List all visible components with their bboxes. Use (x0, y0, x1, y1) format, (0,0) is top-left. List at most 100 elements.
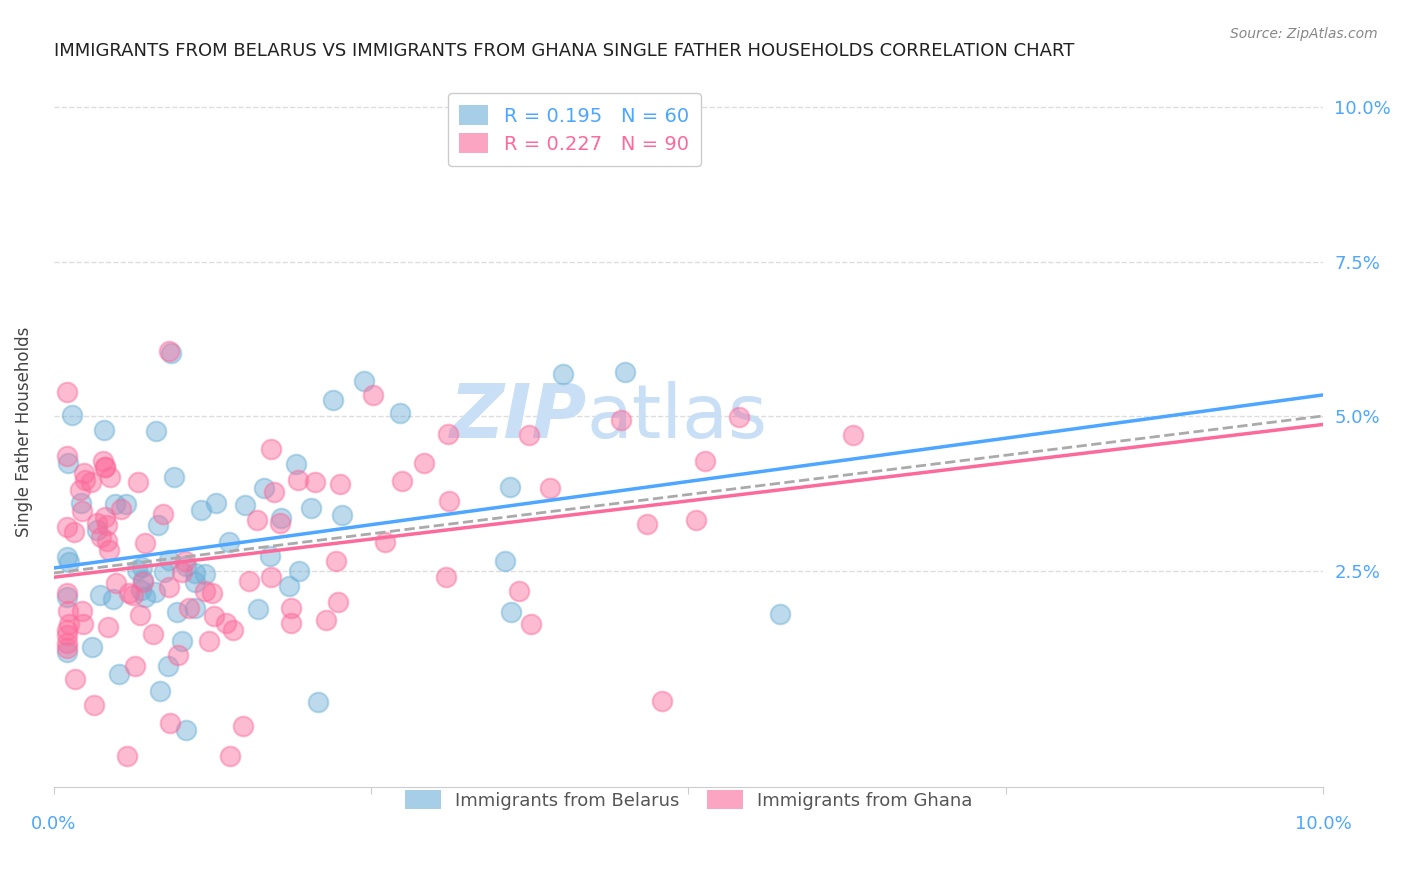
Point (727, 410, 749, 425)
Point (125, 563, 148, 577)
Point (519, 428, 541, 442)
Point (278, 579, 301, 593)
Point (287, 564, 309, 578)
Point (269, 516, 291, 530)
Point (159, 716, 181, 731)
Point (134, 590, 156, 604)
Legend: Immigrants from Belarus, Immigrants from Ghana: Immigrants from Belarus, Immigrants from… (394, 780, 983, 821)
Point (98, 470, 121, 484)
Point (538, 481, 561, 495)
Point (235, 499, 257, 513)
Point (174, 554, 197, 568)
Point (330, 508, 353, 522)
Point (184, 600, 207, 615)
Point (167, 648, 190, 662)
Point (202, 609, 225, 624)
Point (636, 516, 658, 531)
Point (434, 569, 457, 583)
Point (693, 454, 716, 468)
Point (172, 634, 194, 648)
Point (221, 623, 243, 637)
Point (58, 555, 80, 569)
Point (70, 604, 93, 618)
Point (287, 473, 309, 487)
Point (613, 365, 636, 379)
Point (218, 534, 240, 549)
Point (201, 586, 224, 600)
Point (83, 698, 105, 713)
Point (127, 475, 149, 489)
Point (79, 475, 101, 489)
Point (174, 558, 197, 573)
Point (304, 475, 326, 490)
Point (110, 502, 132, 516)
Point (62, 524, 84, 539)
Point (91, 454, 114, 468)
Point (86, 516, 108, 531)
Point (353, 374, 375, 388)
Point (103, 592, 125, 607)
Point (270, 511, 292, 525)
Point (204, 496, 226, 510)
Point (104, 575, 127, 590)
Point (148, 517, 170, 532)
Point (172, 565, 194, 579)
Point (194, 584, 217, 599)
Point (184, 574, 207, 589)
Point (413, 456, 436, 470)
Point (520, 617, 543, 632)
Point (322, 392, 344, 407)
Point (685, 513, 707, 527)
Point (90, 530, 112, 544)
Point (93, 424, 115, 438)
Point (58, 616, 80, 631)
Point (439, 494, 461, 508)
Point (325, 554, 347, 568)
Point (72, 616, 94, 631)
Point (232, 719, 254, 733)
Point (769, 607, 792, 622)
Point (284, 458, 307, 472)
Point (246, 602, 269, 616)
Point (131, 574, 153, 589)
Point (122, 588, 145, 602)
Y-axis label: Single Father Households: Single Father Households (15, 326, 32, 537)
Point (152, 508, 174, 522)
Point (55, 520, 77, 534)
Point (129, 608, 152, 623)
Point (157, 553, 180, 567)
Point (260, 442, 283, 456)
Point (55, 586, 77, 600)
Point (55, 636, 77, 650)
Point (499, 480, 522, 494)
Point (174, 723, 197, 738)
Point (238, 574, 260, 588)
Point (55, 550, 77, 565)
Point (97, 620, 120, 634)
Point (157, 343, 180, 358)
Point (55, 628, 77, 642)
Point (374, 535, 396, 549)
Point (389, 406, 412, 420)
Point (553, 368, 575, 382)
Point (65, 672, 87, 686)
Point (143, 584, 166, 599)
Point (107, 666, 129, 681)
Point (263, 485, 285, 500)
Text: atlas: atlas (586, 381, 768, 454)
Point (60, 408, 83, 422)
Point (190, 502, 212, 516)
Point (197, 634, 219, 648)
Point (160, 346, 183, 360)
Point (152, 565, 174, 579)
Point (280, 600, 302, 615)
Point (104, 497, 127, 511)
Point (315, 613, 337, 627)
Point (96, 518, 118, 533)
Point (70, 503, 93, 517)
Point (391, 474, 413, 488)
Point (115, 749, 138, 764)
Point (259, 549, 281, 563)
Text: Source: ZipAtlas.com: Source: ZipAtlas.com (1230, 27, 1378, 41)
Point (55, 385, 77, 400)
